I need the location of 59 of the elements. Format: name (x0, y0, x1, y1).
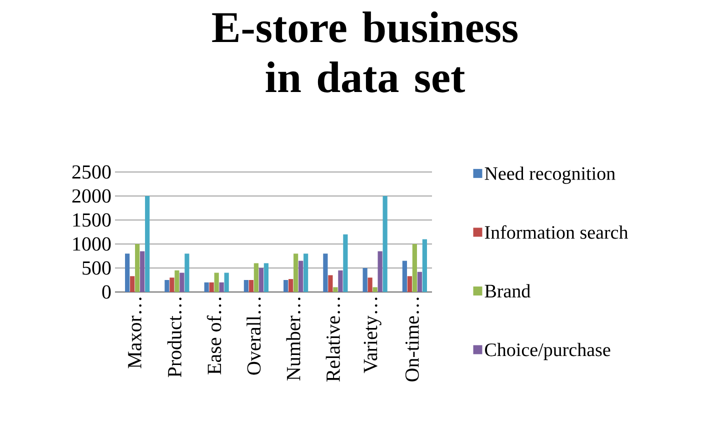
bar (412, 244, 417, 292)
bar (417, 272, 422, 292)
bar (145, 196, 150, 292)
bar (130, 276, 135, 292)
bar (382, 196, 388, 292)
legend-label: Choice/purchase (485, 342, 610, 360)
legend-label: Information search (484, 225, 628, 239)
bar (135, 244, 140, 292)
bar (323, 254, 328, 292)
bar (328, 275, 333, 292)
y-tick-label: 0 (102, 285, 111, 299)
bar (184, 254, 190, 292)
y-tick-label: 2500 (72, 165, 111, 179)
x-tick-label: Overall… (246, 298, 261, 375)
bar (304, 254, 308, 292)
bar (125, 254, 130, 292)
x-tick-label: Product… (167, 298, 182, 378)
bar (298, 260, 304, 292)
x-tick-label: On-time… (405, 298, 419, 382)
x-tick-label: Relative… (326, 298, 340, 382)
bar (362, 268, 368, 292)
bar (422, 239, 427, 292)
bar (294, 254, 298, 292)
bar (174, 270, 180, 292)
x-tick-label: Ease of… (206, 298, 222, 374)
legend-label: Need recognition (484, 166, 616, 184)
bar (333, 287, 338, 292)
bar (209, 282, 214, 292)
bar (164, 280, 170, 292)
bar (140, 251, 145, 292)
legend-label: Brand (484, 284, 530, 298)
bar (258, 268, 264, 292)
chart-title: E-store business in data set (212, 12, 518, 92)
bar (338, 270, 343, 292)
bar (368, 278, 372, 292)
bar (402, 260, 407, 292)
x-tick-label: Variety… (364, 298, 382, 374)
x-tick-label: Number… (286, 298, 300, 380)
y-tick-label: 500 (82, 261, 111, 275)
bar (219, 282, 224, 292)
bar (343, 234, 348, 292)
bar (407, 276, 412, 292)
bar (372, 287, 378, 292)
bar (224, 272, 229, 292)
bar (180, 272, 184, 292)
bar (288, 279, 294, 292)
bar (244, 280, 248, 292)
y-tick-label: 1500 (73, 213, 111, 227)
bar (170, 278, 174, 292)
bar (264, 263, 268, 292)
bar (214, 272, 219, 292)
bar (254, 263, 258, 292)
bar (248, 280, 254, 292)
bar (284, 280, 288, 292)
y-tick-label: 2000 (72, 189, 111, 203)
x-tick-label: Maxor… (128, 298, 142, 368)
bar (378, 251, 382, 292)
bar (204, 282, 209, 292)
y-tick-label: 1000 (73, 237, 111, 251)
